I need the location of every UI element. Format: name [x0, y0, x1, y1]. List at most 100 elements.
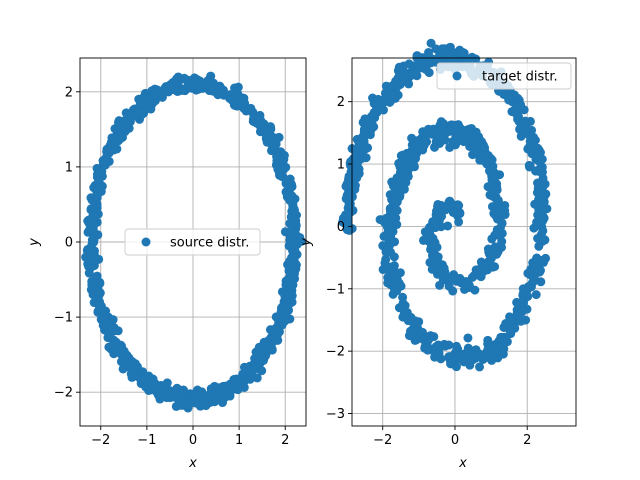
target-data-point [487, 234, 497, 244]
source-data-point [127, 357, 137, 367]
target-data-point [483, 335, 493, 345]
source-data-point [89, 235, 99, 245]
source-data-point [207, 386, 217, 396]
source-y-tick-label: 0 [65, 236, 73, 251]
target-data-point [365, 122, 375, 132]
target-data-point [345, 158, 355, 168]
target-y-tick-label: −2 [326, 345, 345, 360]
source-data-point [183, 400, 193, 410]
source-data-point [146, 104, 156, 114]
target-data-point [358, 147, 368, 157]
target-data-point [437, 121, 447, 131]
source-y-tick-label: 2 [65, 85, 73, 100]
target-data-point [350, 181, 360, 191]
target-data-point [527, 267, 537, 277]
target-data-point [454, 217, 464, 227]
source-data-point [172, 74, 182, 84]
source-x-tick-label: −1 [137, 433, 156, 448]
target-scatter-plot: −2 0 2 −3 −2 −1 0 1 2 x y target distr. [299, 38, 577, 471]
source-data-point [92, 193, 102, 203]
source-data-point [154, 387, 164, 397]
source-x-tick-label: −2 [91, 433, 110, 448]
source-data-point [289, 204, 299, 214]
source-data-point [287, 271, 297, 281]
target-data-point [416, 61, 426, 71]
target-data-point [525, 161, 535, 171]
source-data-point [116, 133, 126, 143]
target-data-point [424, 335, 434, 345]
target-data-point [533, 233, 543, 243]
target-data-point [493, 226, 503, 236]
target-data-point [418, 127, 428, 137]
source-x-tick-label: 0 [189, 433, 197, 448]
source-data-point [276, 165, 286, 175]
source-data-point [229, 380, 239, 390]
target-data-point [536, 255, 546, 265]
target-data-point [396, 71, 406, 81]
source-data-point [92, 286, 102, 296]
source-data-point [86, 255, 96, 265]
target-data-point [493, 353, 503, 363]
target-data-point [445, 142, 455, 152]
target-data-point [456, 131, 466, 141]
target-data-point [527, 125, 537, 135]
target-data-point [474, 270, 484, 280]
target-legend-marker [452, 71, 462, 81]
target-data-point [389, 90, 399, 100]
source-legend: source distr. [124, 228, 261, 256]
source-scatter-plot: −2 −1 0 1 2 −2 −1 0 1 2 x y source distr. [27, 57, 307, 471]
source-data-point [285, 289, 295, 299]
target-data-point [534, 241, 544, 251]
target-data-point [404, 79, 414, 89]
target-data-point [498, 87, 508, 97]
target-data-point [389, 278, 399, 288]
source-data-point [230, 96, 240, 106]
target-data-point [491, 242, 501, 252]
target-data-point [394, 62, 404, 72]
source-data-point [208, 395, 218, 405]
source-data-point [243, 368, 253, 378]
target-data-point [384, 215, 394, 225]
target-data-point [475, 154, 485, 164]
target-data-point [540, 179, 550, 189]
target-data-point [392, 220, 402, 230]
target-data-point [451, 137, 460, 147]
source-data-point [256, 352, 266, 362]
source-data-point [106, 144, 116, 154]
source-data-point [215, 82, 225, 92]
target-data-point [417, 54, 427, 64]
target-data-point [540, 235, 550, 245]
source-y-axis-label: y [27, 238, 42, 247]
target-data-point [412, 335, 422, 345]
target-data-point [404, 59, 414, 69]
source-data-point [259, 119, 269, 129]
source-data-point [253, 364, 263, 374]
source-data-point [283, 304, 293, 314]
source-data-point [162, 378, 172, 388]
target-data-point [475, 362, 485, 372]
target-data-point [389, 270, 399, 280]
source-data-point [122, 119, 132, 129]
source-data-point [262, 130, 272, 140]
target-data-point [536, 265, 546, 275]
target-data-point [471, 345, 481, 355]
target-data-point [534, 194, 544, 204]
target-data-point [483, 345, 493, 355]
target-points [338, 38, 552, 372]
source-data-point [246, 103, 256, 113]
target-data-point [535, 214, 545, 224]
target-data-point [446, 359, 456, 369]
source-legend-label: source distr. [170, 236, 249, 251]
target-data-point [458, 47, 468, 57]
source-data-point [93, 185, 103, 195]
target-y-tick-label: 2 [337, 95, 345, 110]
target-data-point [448, 207, 458, 217]
target-plot-frame [351, 57, 577, 427]
source-data-point [121, 108, 131, 118]
source-data-point [233, 82, 243, 92]
source-data-point [105, 330, 115, 340]
target-data-point [471, 127, 481, 137]
target-data-point [492, 185, 502, 195]
target-data-point [369, 107, 379, 117]
target-data-point [425, 56, 435, 66]
